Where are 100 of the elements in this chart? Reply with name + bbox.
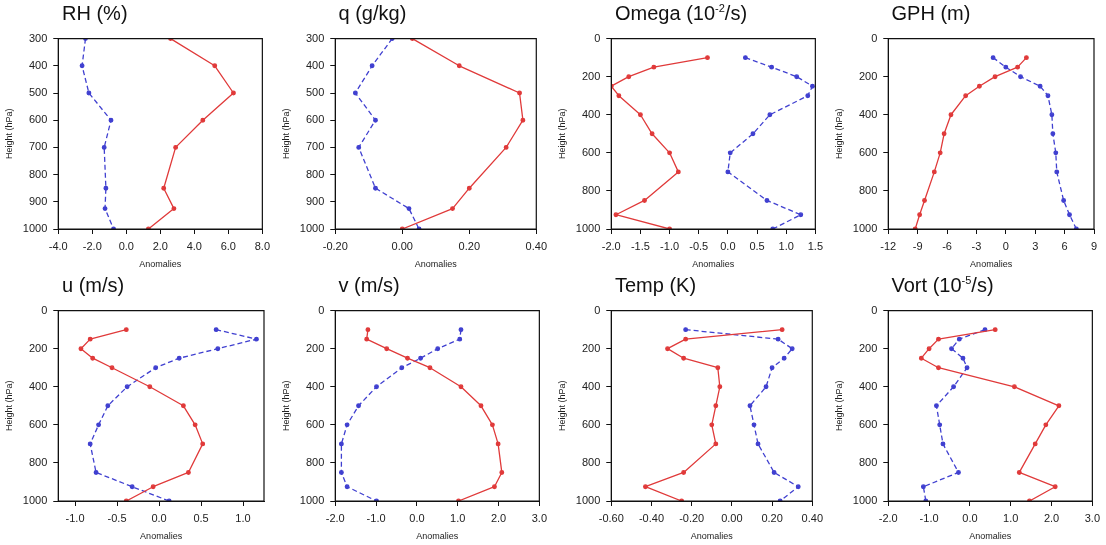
y-tick-label: 600 [858,417,877,430]
x-tick-label: 0.20 [458,239,480,252]
y-tick-label: 800 [581,183,601,196]
y-axis-title: Height (hPa) [3,108,14,160]
x-tick-label: 4.0 [186,239,202,252]
x-axis-title: Anomalies [414,259,457,270]
x-tick-label: -0.5 [107,511,127,524]
x-tick-label: 0.00 [721,511,743,524]
x-tick-label: -1.5 [630,239,650,252]
y-tick-label: 800 [858,455,877,468]
y-tick-label: 1000 [575,494,601,507]
y-tick-label: 600 [858,145,877,158]
x-tick-label: -1.0 [65,511,85,524]
x-tick-label: 3.0 [531,511,547,524]
y-tick-label: 500 [305,86,324,99]
y-axis-title: Height (hPa) [833,108,844,160]
y-tick-label: 900 [305,194,324,207]
x-tick-label: 9 [1090,239,1097,252]
x-tick-label: 0.0 [118,239,134,252]
x-tick-label: -12 [879,239,896,252]
y-tick-label: 0 [594,303,601,316]
x-tick-label: 0.40 [525,239,547,252]
x-tick-label: 0 [1002,239,1009,252]
x-axis-title: Anomalies [968,531,1012,542]
y-axis-title: Height (hPa) [280,380,291,432]
y-tick-label: 600 [305,417,324,430]
x-axis-title: Anomalies [969,259,1013,270]
y-tick-label: 1000 [299,494,324,507]
y-tick-label: 600 [581,417,601,430]
y-tick-label: 600 [28,113,48,126]
y-tick-label: 0 [317,303,324,316]
x-tick-label: -2.0 [82,239,102,252]
y-tick-label: 400 [28,58,48,71]
x-tick-label: 0.40 [801,511,824,524]
y-tick-label: 1000 [22,494,48,507]
y-tick-label: 0 [594,31,601,44]
x-axis-title: Anomalies [140,531,183,542]
y-tick-label: 0 [870,303,877,316]
y-tick-label: 0 [41,303,48,316]
x-tick-label: 1.0 [235,511,251,524]
x-tick-label: -2.0 [878,511,898,524]
y-tick-label: 800 [28,167,48,180]
y-axis-title: Height (hPa) [556,108,567,160]
x-tick-label: 0.0 [720,239,736,252]
y-tick-label: 400 [28,379,48,392]
chart-title: v (m/s) [338,274,400,297]
y-tick-label: 200 [28,341,48,354]
y-tick-label: 200 [581,341,601,354]
y-axis-title: Height (hPa) [280,108,291,160]
x-tick-label: -1.0 [660,239,680,252]
y-axis-title: Height (hPa) [3,380,14,432]
x-tick-label: 2.0 [152,239,168,252]
y-tick-label: 1000 [852,222,877,235]
x-tick-label: 0.0 [961,511,978,524]
y-tick-label: 400 [858,107,877,120]
y-tick-label: 900 [28,194,48,207]
y-tick-label: 1000 [575,222,601,235]
y-tick-label: 800 [581,455,601,468]
y-tick-label: 800 [858,183,877,196]
x-tick-label: 0.5 [749,239,765,252]
chart-title: q (g/kg) [338,2,407,25]
y-tick-label: 200 [858,69,877,82]
x-tick-label: 1.0 [449,511,465,524]
y-tick-label: 400 [305,58,324,71]
x-tick-label: -0.5 [689,239,709,252]
x-tick-label: -6 [941,239,952,252]
x-tick-label: 6 [1061,239,1068,252]
y-tick-label: 400 [581,379,601,392]
y-tick-label: 800 [305,167,324,180]
y-tick-label: 600 [305,113,324,126]
x-tick-label: -1.0 [919,511,939,524]
x-tick-label: -9 [912,239,923,252]
y-tick-label: 0 [870,31,877,44]
y-tick-label: 1000 [299,222,324,235]
y-tick-label: 200 [858,341,877,354]
y-tick-label: 400 [581,107,601,120]
x-tick-label: -3 [971,239,981,252]
x-tick-label: 0.0 [151,511,167,524]
y-axis-title: Height (hPa) [833,380,844,432]
chart-title: u (m/s) [62,274,125,297]
x-axis-title: Anomalies [690,531,734,542]
x-tick-label: 1.5 [807,239,823,252]
x-tick-label: 0.00 [391,239,413,252]
chart-title: Temp (K) [615,274,697,297]
y-tick-label: 600 [581,145,601,158]
y-tick-label: 500 [28,86,48,99]
x-tick-label: 2.0 [490,511,506,524]
x-tick-label: 0.5 [193,511,209,524]
x-tick-label: 1.0 [778,239,794,252]
y-tick-label: 800 [305,455,324,468]
x-tick-label: 3.0 [1084,511,1100,524]
y-axis-title: Height (hPa) [556,380,567,432]
x-tick-label: 0.0 [408,511,425,524]
chart-title: RH (%) [62,2,128,25]
chart-title: GPH (m) [891,2,971,25]
x-tick-label: -0.40 [638,511,665,524]
x-tick-label: -0.20 [322,239,348,252]
y-tick-label: 300 [28,31,48,44]
x-tick-label: 0.20 [761,511,783,524]
y-tick-label: 600 [28,417,48,430]
